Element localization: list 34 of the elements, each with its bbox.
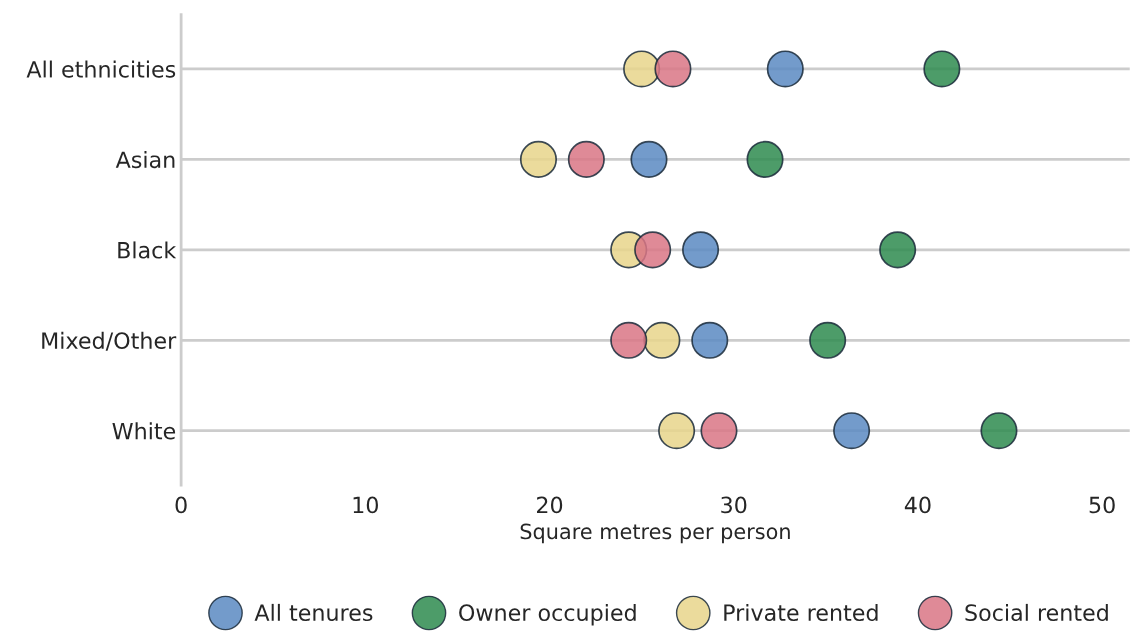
x-axis-title: Square metres per person	[520, 523, 790, 544]
point	[833, 412, 871, 450]
point	[630, 140, 668, 178]
legend-label: Owner occupied	[459, 603, 636, 626]
x-tick-label: 30	[721, 496, 747, 514]
y-tick-label: All ethnicities	[26, 60, 176, 78]
point	[766, 50, 804, 88]
y-tick-label: Asian	[115, 150, 175, 169]
point	[691, 321, 729, 359]
point	[700, 412, 738, 450]
point	[923, 50, 961, 88]
legend-label: All tenures	[254, 603, 373, 622]
x-tick-label: 20	[537, 496, 563, 514]
x-tick-label: 10	[353, 496, 378, 514]
point	[879, 231, 917, 269]
point	[610, 321, 648, 359]
point	[980, 412, 1018, 450]
point	[658, 412, 696, 450]
point	[519, 140, 558, 178]
point	[634, 231, 672, 269]
y-tick-label: White	[112, 422, 176, 440]
point	[682, 231, 720, 269]
point	[809, 321, 847, 359]
point	[643, 321, 681, 359]
point	[654, 50, 692, 88]
legend-label: Social rented	[965, 603, 1108, 622]
point	[746, 140, 784, 178]
y-tick-label: Mixed/Other	[42, 331, 177, 351]
y-tick-label: Black	[118, 241, 177, 259]
x-tick-label: 40	[904, 496, 931, 514]
point	[567, 140, 605, 178]
x-tick-label: 50	[1089, 496, 1115, 514]
x-tick-label: 0	[175, 496, 187, 514]
legend-label: Private rented	[724, 603, 878, 622]
